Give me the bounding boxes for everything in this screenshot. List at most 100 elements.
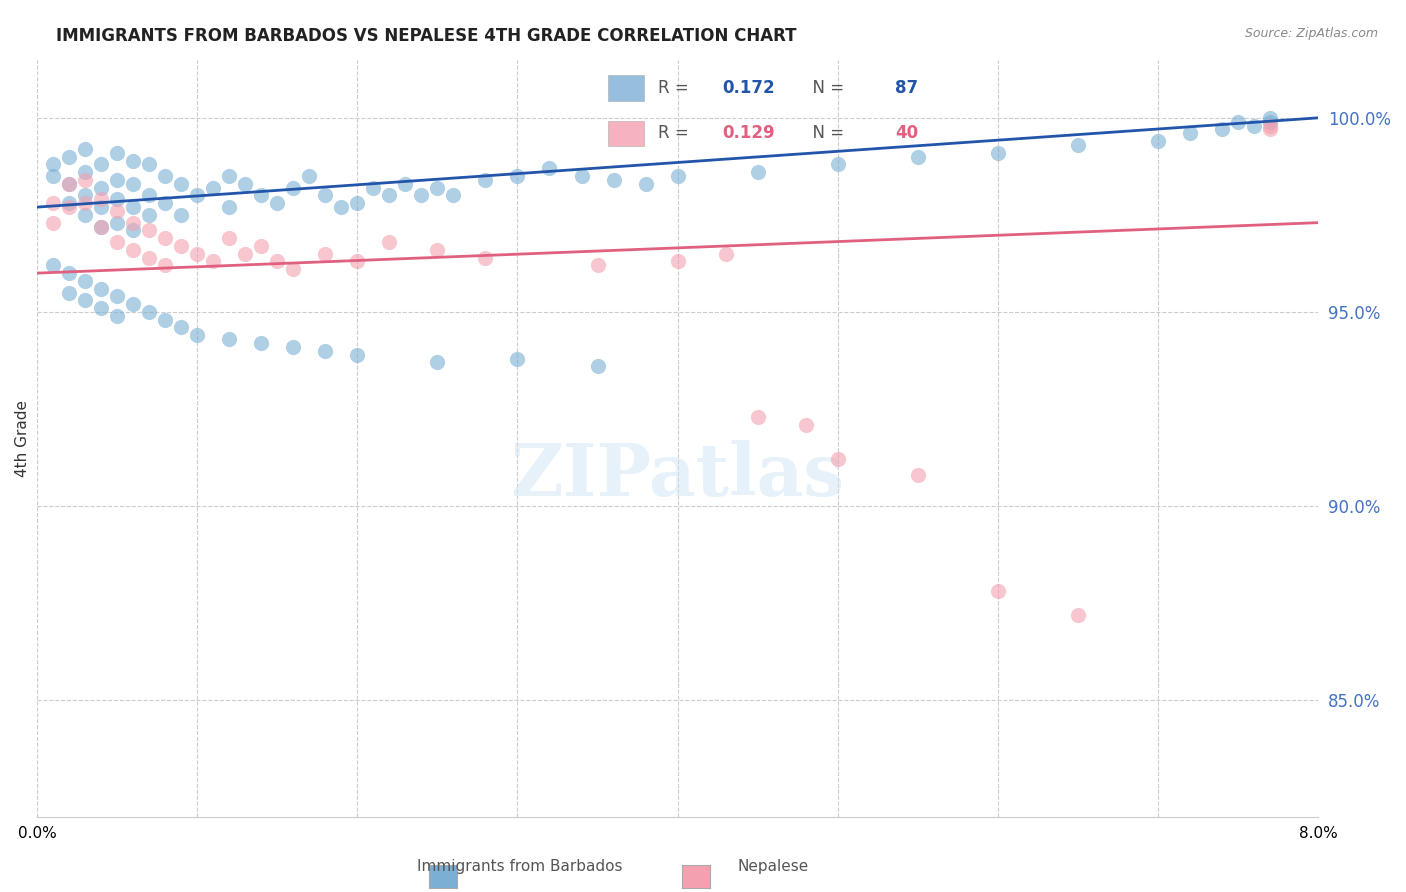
- Point: [747, 409, 769, 424]
- Point: [122, 223, 145, 237]
- Point: [827, 157, 849, 171]
- Point: [314, 343, 336, 358]
- Point: [666, 169, 689, 183]
- Point: [153, 196, 176, 211]
- Point: [58, 266, 80, 280]
- Point: [1178, 127, 1201, 141]
- Point: [346, 348, 368, 362]
- Point: [506, 351, 529, 366]
- Point: [138, 157, 160, 171]
- Point: [1258, 114, 1281, 128]
- Point: [747, 165, 769, 179]
- Point: [73, 196, 96, 211]
- Point: [218, 200, 240, 214]
- Point: [122, 177, 145, 191]
- Point: [105, 204, 128, 219]
- Point: [90, 282, 112, 296]
- Text: IMMIGRANTS FROM BARBADOS VS NEPALESE 4TH GRADE CORRELATION CHART: IMMIGRANTS FROM BARBADOS VS NEPALESE 4TH…: [56, 27, 797, 45]
- Point: [202, 254, 225, 268]
- Point: [233, 177, 256, 191]
- Point: [314, 246, 336, 260]
- Point: [1243, 119, 1265, 133]
- Point: [283, 180, 305, 194]
- Point: [1067, 138, 1090, 153]
- Y-axis label: 4th Grade: 4th Grade: [15, 400, 30, 476]
- Point: [73, 293, 96, 308]
- Point: [1258, 119, 1281, 133]
- Point: [138, 251, 160, 265]
- Point: [266, 254, 288, 268]
- Point: [153, 312, 176, 326]
- Point: [42, 216, 65, 230]
- Point: [105, 289, 128, 303]
- Point: [105, 145, 128, 160]
- Point: [42, 258, 65, 272]
- Point: [138, 305, 160, 319]
- Point: [250, 188, 273, 202]
- Point: [73, 208, 96, 222]
- Point: [42, 157, 65, 171]
- Point: [218, 231, 240, 245]
- Point: [474, 173, 496, 187]
- Point: [586, 359, 609, 374]
- Point: [122, 297, 145, 311]
- Point: [73, 142, 96, 156]
- Point: [73, 188, 96, 202]
- Point: [330, 200, 353, 214]
- Point: [586, 258, 609, 272]
- Point: [426, 243, 449, 257]
- Point: [170, 177, 193, 191]
- Point: [138, 223, 160, 237]
- Point: [73, 173, 96, 187]
- Point: [42, 169, 65, 183]
- Point: [122, 216, 145, 230]
- Point: [105, 235, 128, 249]
- Point: [90, 180, 112, 194]
- Point: [314, 188, 336, 202]
- Point: [714, 246, 737, 260]
- Point: [153, 231, 176, 245]
- Point: [90, 192, 112, 206]
- Point: [90, 301, 112, 315]
- Text: ZIPatlas: ZIPatlas: [510, 441, 845, 511]
- Point: [1147, 134, 1170, 148]
- Point: [283, 262, 305, 277]
- Point: [987, 145, 1010, 160]
- Point: [378, 235, 401, 249]
- Point: [1227, 114, 1250, 128]
- Point: [105, 192, 128, 206]
- Point: [122, 153, 145, 168]
- Point: [602, 173, 624, 187]
- Point: [298, 169, 321, 183]
- Point: [90, 157, 112, 171]
- Point: [218, 332, 240, 346]
- Point: [58, 196, 80, 211]
- Point: [666, 254, 689, 268]
- Point: [827, 452, 849, 467]
- Point: [987, 584, 1010, 599]
- Point: [218, 169, 240, 183]
- Point: [138, 208, 160, 222]
- Point: [441, 188, 464, 202]
- Text: Immigrants from Barbados: Immigrants from Barbados: [418, 859, 623, 874]
- Point: [186, 246, 208, 260]
- Point: [250, 336, 273, 351]
- Point: [378, 188, 401, 202]
- Text: Source: ZipAtlas.com: Source: ZipAtlas.com: [1244, 27, 1378, 40]
- Point: [170, 208, 193, 222]
- Point: [105, 173, 128, 187]
- Point: [90, 219, 112, 234]
- Point: [346, 254, 368, 268]
- Point: [506, 169, 529, 183]
- Point: [58, 150, 80, 164]
- Point: [426, 180, 449, 194]
- Point: [1211, 122, 1233, 136]
- Point: [250, 239, 273, 253]
- Point: [186, 328, 208, 343]
- Point: [105, 216, 128, 230]
- Point: [153, 258, 176, 272]
- Point: [634, 177, 657, 191]
- Point: [105, 309, 128, 323]
- Point: [1067, 607, 1090, 622]
- Point: [73, 274, 96, 288]
